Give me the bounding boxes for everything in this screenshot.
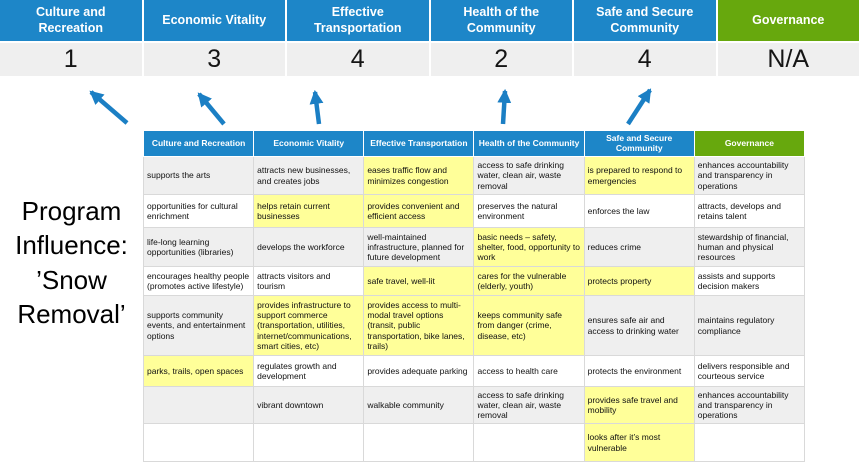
- matrix-cell-r3-c4: basic needs – safety, shelter, food, opp…: [473, 227, 585, 267]
- summary-value-1: 1: [0, 43, 144, 76]
- matrix-cell-r3-c1: life-long learning opportunities (librar…: [142, 227, 255, 267]
- matrix-cell-r1-c1: supports the arts: [142, 156, 255, 195]
- matrix-cell-r5-c2: provides infrastructure to support comme…: [253, 295, 365, 356]
- arrow-health-icon: [497, 88, 512, 125]
- summary-header-row: Culture and Recreation Economic Vitality E…: [0, 0, 859, 41]
- matrix-row-4: encourages healthy people (promotes acti…: [142, 266, 806, 296]
- matrix-cell-r6-c5: protects the environment: [583, 355, 695, 387]
- matrix-cell-r4-c1: encourages healthy people (promotes acti…: [142, 266, 255, 296]
- matrix-cell-r8-c2: [253, 423, 365, 462]
- matrix-cell-r7-c4: access to safe drinking water, clean air…: [473, 386, 585, 424]
- matrix-row-6: parks, trails, open spaces regulates grow…: [142, 355, 806, 387]
- summary-value-4: 2: [430, 43, 574, 76]
- influence-arrows: [89, 88, 652, 126]
- matrix-body: supports the arts attracts new businesses…: [142, 156, 806, 462]
- matrix-cell-r4-c5: protects property: [583, 266, 695, 296]
- matrix-cell-r5-c5: ensures safe air and access to drinking …: [583, 295, 695, 356]
- arrow-safe-icon: [626, 88, 652, 126]
- summary-value-2: 3: [143, 43, 287, 76]
- matrix-cell-r7-c1: [142, 386, 255, 424]
- matrix-header-2: Economic Vitality: [253, 130, 365, 157]
- summary-header-3: Effective Transportation: [287, 0, 431, 41]
- matrix-cell-r4-c6: assists and supports decision makers: [693, 266, 806, 296]
- matrix-cell-r6-c4: access to health care: [473, 355, 585, 387]
- matrix-row-5: supports community events, and entertain…: [142, 295, 806, 356]
- matrix-cell-r3-c5: reduces crime: [583, 227, 695, 267]
- matrix-header-4: Health of the Community: [473, 130, 585, 157]
- matrix-cell-r2-c1: opportunities for cultural enrichment: [142, 194, 255, 228]
- matrix-cell-r4-c2: attracts visitors and tourism: [253, 266, 365, 296]
- matrix-cell-r2-c3: provides convenient and efficient access: [363, 194, 475, 228]
- matrix-cell-r1-c6: enhances accountability and transparency…: [693, 156, 806, 195]
- matrix-cell-r7-c2: vibrant downtown: [253, 386, 365, 424]
- matrix-cell-r7-c3: walkable community: [363, 386, 475, 424]
- matrix-header-row: Culture and Recreation Economic Vitality E…: [142, 130, 806, 157]
- matrix-cell-r2-c2: helps retain current businesses: [253, 194, 365, 228]
- matrix-cell-r8-c5: looks after it’s most vulnerable: [583, 423, 695, 462]
- matrix-cell-r1-c2: attracts new businesses, and creates job…: [253, 156, 365, 195]
- matrix-cell-r6-c2: regulates growth and development: [253, 355, 365, 387]
- matrix-cell-r1-c4: access to safe drinking water, clean air…: [473, 156, 585, 195]
- matrix-cell-r3-c3: well-maintained infrastructure, planned …: [363, 227, 475, 267]
- matrix-cell-r5-c1: supports community events, and entertain…: [142, 295, 255, 356]
- matrix-cell-r7-c6: enhances accountability and transparency…: [693, 386, 806, 424]
- matrix-row-7: vibrant downtown walkable community access…: [142, 386, 806, 424]
- matrix-header-1: Culture and Recreation: [142, 130, 255, 157]
- matrix-cell-r3-c2: develops the workforce: [253, 227, 365, 267]
- matrix-cell-r1-c5: is prepared to respond to emergencies: [583, 156, 695, 195]
- matrix-cell-r8-c1: [142, 423, 255, 462]
- matrix-row-2: opportunities for cultural enrichment hel…: [142, 194, 806, 228]
- matrix-cell-r1-c3: eases traffic flow and minimizes congest…: [363, 156, 475, 195]
- matrix-cell-r6-c3: provides adequate parking: [363, 355, 475, 387]
- matrix-cell-r8-c4: [473, 423, 585, 462]
- arrow-culture-icon: [89, 90, 129, 125]
- summary-value-6: N/A: [717, 43, 859, 76]
- matrix-cell-r2-c6: attracts, develops and retains talent: [693, 194, 806, 228]
- arrow-economic-icon: [197, 92, 226, 126]
- program-influence-title: Program Influence: ’Snow Removal’: [15, 196, 128, 329]
- matrix-header-3: Effective Transportation: [363, 130, 475, 157]
- matrix-cell-r4-c3: safe travel, well-lit: [363, 266, 475, 296]
- summary-value-5: 4: [574, 43, 718, 76]
- matrix-cell-r7-c5: provides safe travel and mobility: [583, 386, 695, 424]
- summary-header-6: Governance: [717, 0, 859, 41]
- matrix-cell-r8-c6: [693, 423, 806, 462]
- summary-header-1: Culture and Recreation: [0, 0, 144, 41]
- matrix-cell-r6-c1: parks, trails, open spaces: [142, 355, 255, 387]
- matrix-header-6: Governance: [693, 130, 806, 157]
- matrix-cell-r6-c6: delivers responsible and courteous servi…: [693, 355, 806, 387]
- matrix-cell-r5-c3: provides access to multi-modal travel op…: [363, 295, 475, 356]
- matrix-cell-r5-c4: keeps community safe from danger (crime,…: [473, 295, 585, 356]
- priorities-matrix: Culture and Recreation Economic Vitality E…: [142, 130, 806, 462]
- matrix-cell-r3-c6: stewardship of financial, human and phys…: [693, 227, 806, 267]
- matrix-row-1: supports the arts attracts new businesses…: [142, 156, 806, 195]
- matrix-cell-r2-c4: preserves the natural environment: [473, 194, 585, 228]
- matrix-header-5: Safe and Secure Community: [583, 130, 695, 157]
- summary-header-2: Economic Vitality: [143, 0, 287, 41]
- summary-value-3: 4: [287, 43, 431, 76]
- summary-value-row: 1 3 4 2 4 N/A: [0, 43, 859, 76]
- matrix-row-3: life-long learning opportunities (librar…: [142, 227, 806, 267]
- matrix-cell-r8-c3: [363, 423, 475, 462]
- matrix-cell-r5-c6: maintains regulatory compliance: [693, 295, 806, 356]
- matrix-cell-r4-c4: cares for the vulnerable (elderly, youth…: [473, 266, 585, 296]
- summary-header-4: Health of the Community: [430, 0, 574, 41]
- matrix-row-8: looks after it’s most vulnerable: [142, 423, 806, 462]
- arrow-transportation-icon: [309, 89, 324, 125]
- summary-header-5: Safe and Secure Community: [574, 0, 718, 41]
- matrix-cell-r2-c5: enforces the law: [583, 194, 695, 228]
